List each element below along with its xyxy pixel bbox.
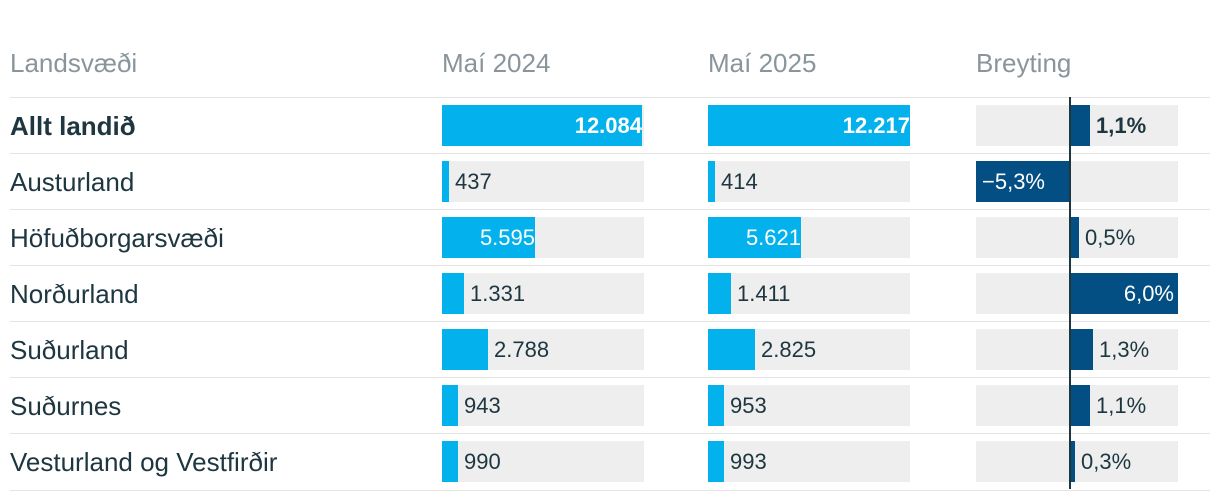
may-2025-bar bbox=[708, 105, 910, 146]
header-change: Breyting bbox=[976, 48, 1072, 78]
may-2024-bar bbox=[442, 273, 464, 314]
region-label: Höfuðborgarsvæði bbox=[10, 223, 224, 253]
table-row: Norðurland 1.331 1.411 6,0% bbox=[10, 265, 1210, 322]
change-track bbox=[976, 441, 1178, 482]
region-label: Norðurland bbox=[10, 279, 139, 309]
change-bar bbox=[1070, 105, 1090, 146]
may-2025-track bbox=[708, 329, 910, 370]
may-2025-value-label: 2.825 bbox=[761, 337, 817, 362]
change-bar bbox=[1070, 217, 1079, 258]
may-2024-bar bbox=[442, 161, 449, 202]
may-2024-track bbox=[442, 217, 644, 258]
may-2025-track bbox=[708, 217, 910, 258]
change-value-label: −5,3% bbox=[982, 169, 1045, 194]
may-2025-value-label: 5.621 bbox=[745, 225, 801, 250]
table-row: Allt landið 12.084 12.217 1,1% bbox=[10, 97, 1210, 154]
table-row: Höfuðborgarsvæði 5.595 5.621 0,5% bbox=[10, 209, 1210, 266]
may-2024-track bbox=[442, 273, 644, 314]
may-2025-track bbox=[708, 441, 910, 482]
may-2024-track bbox=[442, 329, 644, 370]
may-2024-value-label: 990 bbox=[464, 449, 501, 474]
may-2024-bar bbox=[442, 105, 642, 146]
table-row: Austurland 437 414 −5,3% bbox=[10, 153, 1210, 210]
may-2025-value-label: 953 bbox=[730, 393, 767, 418]
may-2025-value-label: 12.217 bbox=[842, 113, 910, 138]
table-row: Suðurland 2.788 2.825 1,3% bbox=[10, 321, 1210, 378]
may-2024-bar bbox=[442, 385, 458, 426]
may-2025-bar bbox=[708, 217, 801, 258]
change-value-label: 1,1% bbox=[1096, 393, 1147, 418]
change-value-label: 6,0% bbox=[1123, 281, 1174, 306]
change-bar bbox=[1070, 273, 1178, 314]
table-row: Vesturland og Vestfirðir 990 993 0,3% bbox=[10, 433, 1210, 491]
may-2024-value-label: 1.331 bbox=[470, 281, 526, 306]
may-2025-track bbox=[708, 273, 910, 314]
region-label: Austurland bbox=[10, 167, 135, 197]
may-2024-value-label: 943 bbox=[464, 393, 501, 418]
header-may-2025: Maí 2025 bbox=[708, 48, 817, 78]
may-2024-value-label: 5.595 bbox=[479, 225, 535, 250]
region-label: Vesturland og Vestfirðir bbox=[10, 447, 278, 477]
may-2025-track bbox=[708, 385, 910, 426]
change-bar bbox=[1070, 441, 1075, 482]
table-row: Suðurnes 943 953 1,1% bbox=[10, 377, 1210, 434]
may-2025-track bbox=[708, 161, 910, 202]
may-2025-bar bbox=[708, 385, 724, 426]
may-2024-bar bbox=[442, 329, 488, 370]
change-bar bbox=[1070, 329, 1093, 370]
may-2024-track bbox=[442, 105, 644, 146]
may-2024-track bbox=[442, 441, 644, 482]
may-2024-value-label: 12.084 bbox=[574, 113, 642, 138]
may-2025-track bbox=[708, 105, 910, 146]
may-2025-value-label: 414 bbox=[721, 169, 758, 194]
may-2024-track bbox=[442, 385, 644, 426]
may-2024-value-label: 437 bbox=[455, 169, 492, 194]
may-2024-bar bbox=[442, 217, 535, 258]
change-value-label: 1,1% bbox=[1096, 113, 1147, 138]
change-value-label: 0,5% bbox=[1085, 225, 1136, 250]
may-2025-bar bbox=[708, 329, 755, 370]
may-2024-value-label: 2.788 bbox=[494, 337, 550, 362]
may-2024-track bbox=[442, 161, 644, 202]
may-2025-bar bbox=[708, 161, 715, 202]
change-bar bbox=[1070, 385, 1090, 426]
change-value-label: 1,3% bbox=[1099, 337, 1150, 362]
change-zero-line bbox=[1069, 97, 1071, 489]
may-2025-bar bbox=[708, 441, 724, 482]
change-value-label: 0,3% bbox=[1081, 449, 1132, 474]
table-header: Landsvæði Maí 2024 Maí 2025 Breyting bbox=[0, 42, 1220, 88]
may-2025-bar bbox=[708, 273, 731, 314]
header-region: Landsvæði bbox=[10, 48, 138, 78]
region-label: Suðurland bbox=[10, 335, 129, 365]
may-2024-bar bbox=[442, 441, 458, 482]
may-2025-value-label: 1.411 bbox=[737, 281, 791, 306]
region-label: Suðurnes bbox=[10, 391, 122, 421]
change-bar bbox=[976, 161, 1070, 202]
region-label: Allt landið bbox=[10, 111, 136, 141]
header-may-2024: Maí 2024 bbox=[442, 48, 551, 78]
may-2025-value-label: 993 bbox=[730, 449, 767, 474]
